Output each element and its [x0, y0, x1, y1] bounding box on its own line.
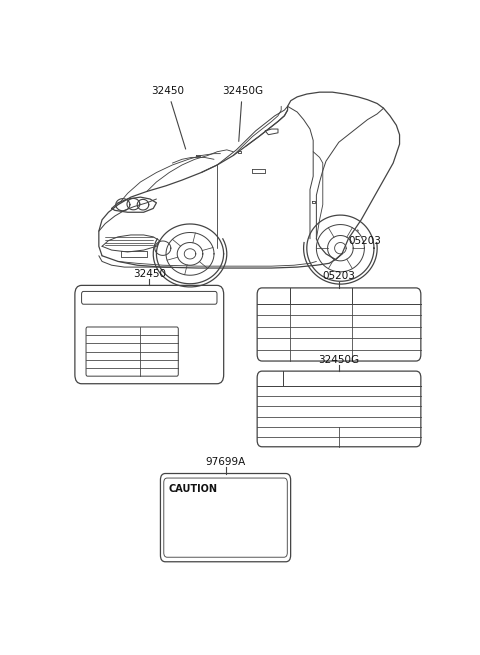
Text: 05203: 05203 — [323, 271, 355, 282]
Text: 32450: 32450 — [133, 269, 166, 279]
Text: 05203: 05203 — [348, 230, 382, 246]
Text: 32450G: 32450G — [318, 354, 360, 365]
Text: 32450: 32450 — [151, 86, 186, 149]
Text: 32450G: 32450G — [222, 86, 263, 141]
Text: 97699A: 97699A — [205, 457, 246, 467]
Text: CAUTION: CAUTION — [168, 483, 217, 494]
